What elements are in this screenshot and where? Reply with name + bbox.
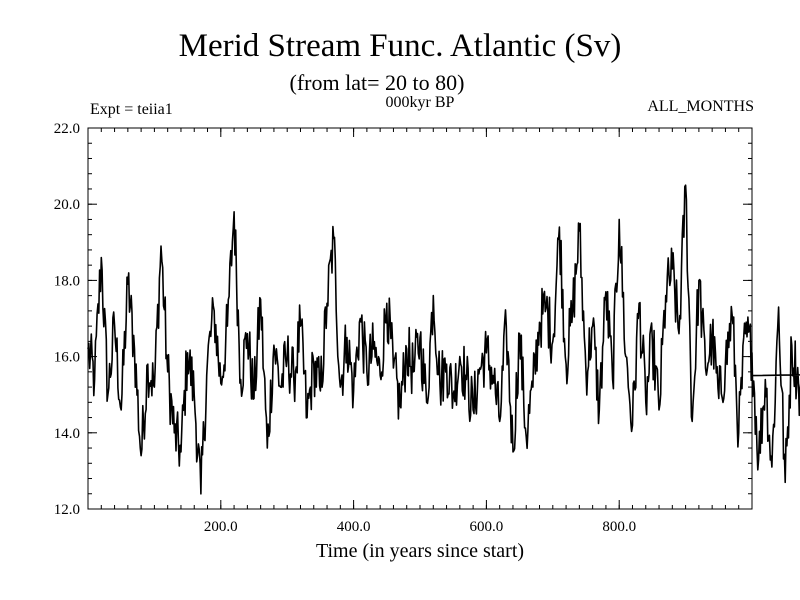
chart-subtitle: (from lat= 20 to 80) [289, 70, 465, 95]
axis-layer: 12.0 14.0 16.0 18.0 20.0 22.0 200.0 400.0 600.0 8… [54, 121, 753, 535]
series-line [87, 184, 800, 495]
period-label: 000kyr BP [385, 94, 455, 111]
chart-title: Merid Stream Func. Atlantic (Sv) [178, 28, 622, 64]
x-tick-label: 800.0 [602, 519, 636, 535]
y-tick-label: 18.0 [54, 273, 80, 289]
x-tick-label: 600.0 [470, 519, 504, 535]
x-tick-label: 200.0 [204, 519, 238, 535]
plot-frame [87, 127, 753, 510]
series-layer [87, 184, 800, 495]
x-axis-label: Time (in years since start) [315, 540, 525, 562]
months-label: ALL_MONTHS [647, 98, 754, 115]
y-tick-label: 16.0 [54, 350, 80, 366]
y-tick-label: 20.0 [54, 197, 80, 213]
experiment-label: Expt = teiia1 [90, 101, 173, 118]
y-tick-label: 22.0 [54, 121, 80, 137]
x-tick-label: 400.0 [337, 519, 371, 535]
y-tick-label: 14.0 [54, 426, 80, 442]
y-tick-label: 12.0 [54, 502, 80, 518]
